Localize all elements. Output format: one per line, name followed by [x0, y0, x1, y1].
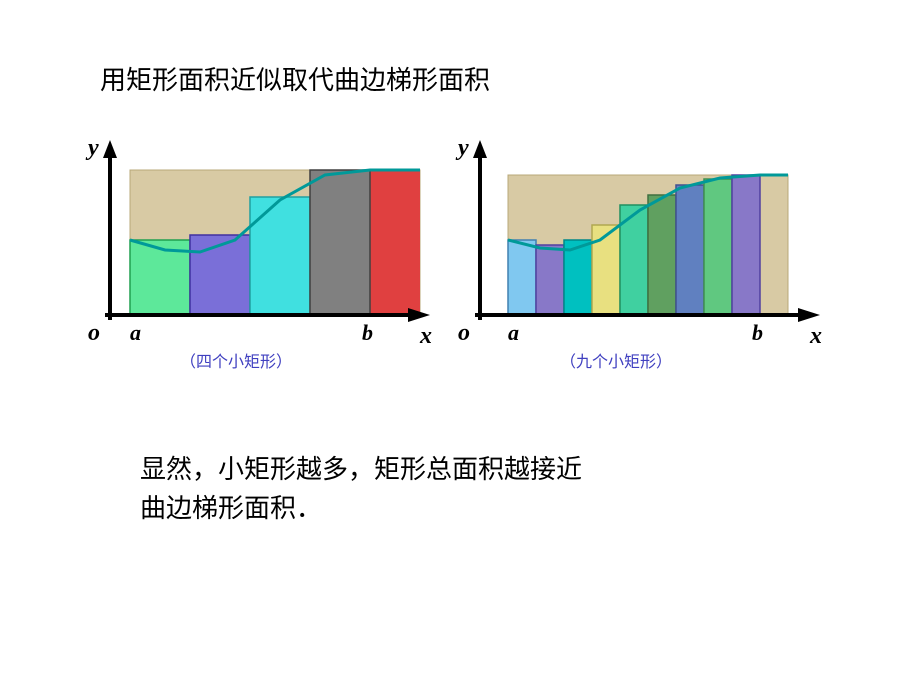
chart-caption-right: （九个小矩形）	[560, 348, 672, 372]
b-label: b	[362, 320, 373, 346]
a-label: a	[130, 320, 141, 346]
conclusion-line2: 曲边梯形面积．	[140, 494, 322, 523]
b-label: b	[752, 320, 763, 346]
x-axis-label: x	[810, 323, 822, 350]
riemann-svg-left	[80, 140, 440, 340]
riemann-svg-right	[450, 140, 830, 340]
chart-right: y o a b x （九个小矩形）	[450, 140, 830, 345]
origin-label: o	[458, 320, 470, 347]
origin-label: o	[88, 320, 100, 347]
conclusion-text: 显然，小矩形越多，矩形总面积越接近 曲边梯形面积．	[140, 450, 582, 528]
a-label: a	[508, 320, 519, 346]
chart-left: y o a b x （四个小矩形）	[80, 140, 440, 345]
chart-caption-left: （四个小矩形）	[180, 348, 292, 372]
conclusion-line1: 显然，小矩形越多，矩形总面积越接近	[140, 455, 582, 484]
y-axis-label: y	[88, 135, 99, 162]
x-axis-label: x	[420, 323, 432, 350]
y-axis-label: y	[458, 135, 469, 162]
page-title: 用矩形面积近似取代曲边梯形面积	[100, 60, 490, 97]
